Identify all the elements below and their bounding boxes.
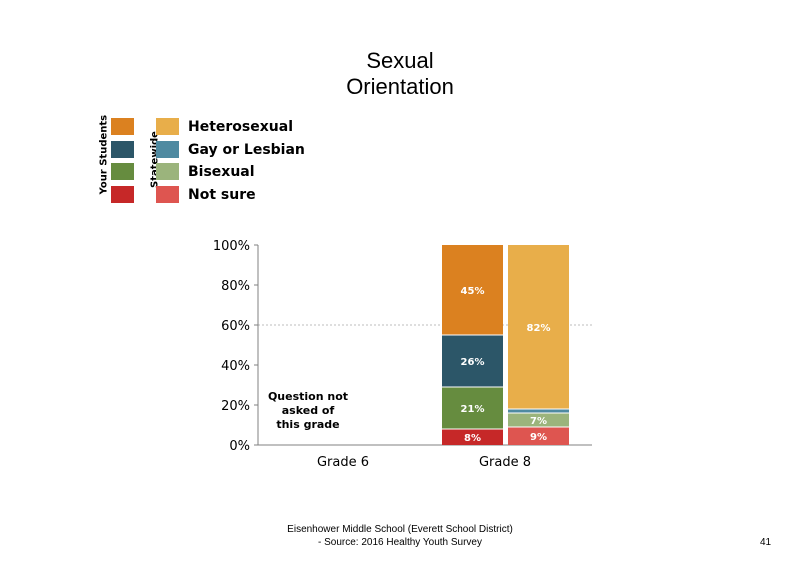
chart-title-line1: Sexual — [366, 48, 434, 73]
legend-state-bisexual-swatch — [156, 163, 179, 180]
bar-data-label: 8% — [464, 433, 481, 444]
bar-data-label: 21% — [461, 404, 485, 415]
grade6-note-line: this grade — [276, 418, 339, 431]
bar-segment — [508, 245, 569, 409]
bar-data-label: 7% — [530, 416, 547, 427]
chart-title-line2: Orientation — [346, 74, 454, 99]
footer-school: Eisenhower Middle School (Everett School… — [287, 524, 513, 535]
legend-your-heterosexual-swatch — [111, 118, 134, 135]
legend-state-gay-lesbian-swatch — [156, 141, 179, 158]
bar-segment — [508, 413, 569, 427]
bar-segment — [442, 429, 503, 445]
bar-segment — [442, 387, 503, 429]
legend-your-gay-lesbian-swatch — [111, 141, 134, 158]
footer-source: - Source: 2016 Healthy Youth Survey — [318, 537, 482, 548]
grade6-note-line: asked of — [282, 404, 335, 417]
legend-your-not-sure-swatch — [111, 186, 134, 203]
bar-data-label: 82% — [527, 323, 551, 334]
grade6-note-line: Question not — [268, 390, 348, 403]
legend-label-bisexual: Bisexual — [188, 164, 255, 180]
bar-data-label: 9% — [530, 432, 547, 443]
bar-segment — [442, 335, 503, 387]
y-tick-label: 40% — [221, 359, 250, 374]
legend-label-gay-lesbian: Gay or Lesbian — [188, 142, 305, 158]
legend-state-heterosexual-swatch — [156, 118, 179, 135]
bar-data-label: 45% — [461, 286, 485, 297]
y-tick-label: 80% — [221, 279, 250, 294]
legend-label-not-sure: Not sure — [188, 187, 256, 203]
legend-state-not-sure-swatch — [156, 186, 179, 203]
page-number: 41 — [760, 537, 772, 548]
bar-segment — [508, 409, 569, 413]
footer: Eisenhower Middle School (Everett School… — [0, 523, 800, 549]
x-category-label: Grade 6 — [317, 455, 369, 470]
legend-label-heterosexual: Heterosexual — [188, 119, 293, 135]
y-tick-label: 20% — [221, 399, 250, 414]
chart-title: Sexual Orientation — [0, 48, 800, 100]
x-category-label: Grade 8 — [479, 455, 531, 470]
y-tick-label: 0% — [229, 439, 250, 454]
y-tick-label: 100% — [213, 239, 250, 254]
bar-segment — [508, 427, 569, 445]
bar-data-label: 26% — [461, 357, 485, 368]
bar-segment — [442, 245, 503, 335]
y-tick-label: 60% — [221, 319, 250, 334]
legend-your-bisexual-swatch — [111, 163, 134, 180]
